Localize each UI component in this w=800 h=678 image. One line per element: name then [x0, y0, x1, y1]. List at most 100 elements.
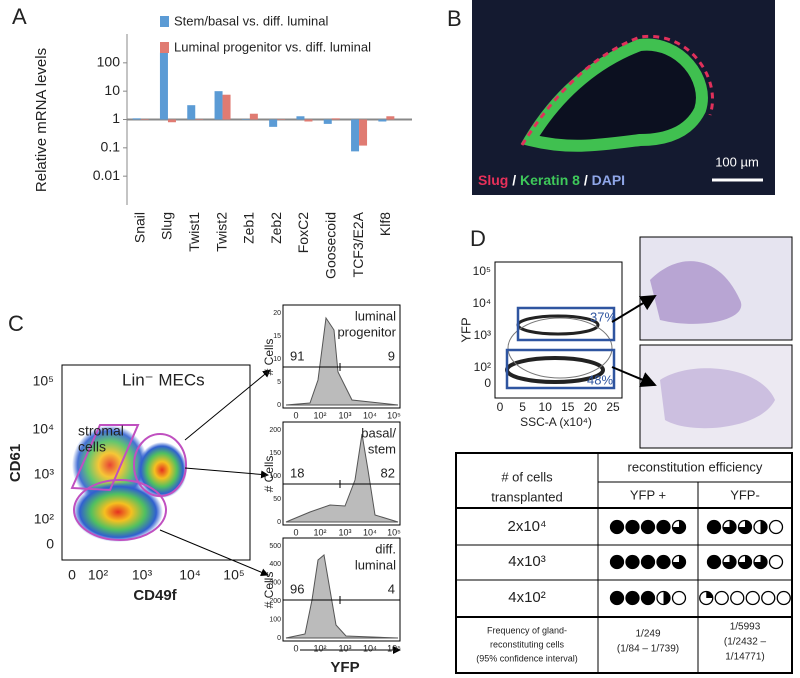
cell: reconstituting cells — [490, 639, 565, 649]
histogram — [285, 433, 399, 523]
y-tick-label: 1 — [112, 110, 120, 126]
histogram-frame — [282, 421, 401, 526]
x-tick-label: 10³ — [132, 567, 153, 583]
bar — [386, 116, 395, 120]
header-cell: reconstitution efficiency — [628, 459, 763, 474]
flow-plot: 37% 48% YFP SSC-A (x10⁴) — [458, 236, 793, 449]
gland — [650, 261, 742, 324]
stain-legend: Slug / Keratin 8 / DAPI — [478, 172, 625, 188]
y-tick-label: 10⁴ — [472, 296, 491, 310]
outcome-icon — [761, 590, 776, 606]
x-tick-label: 5 — [519, 400, 526, 414]
outcome-fill — [706, 591, 713, 598]
percent-label: 18 — [290, 465, 304, 480]
bar — [214, 91, 223, 120]
x-tick-label: 10³ — [338, 410, 351, 420]
outcome-fill — [672, 555, 686, 569]
x-tick-label: 15 — [561, 400, 575, 414]
x-tick-label: Zeb2 — [268, 212, 284, 244]
annotation: stromal — [78, 423, 124, 439]
bar — [351, 119, 360, 152]
x-tick-label: 10³ — [338, 527, 351, 537]
tissue — [660, 368, 775, 429]
outcome-fill — [723, 520, 736, 534]
x-tick-label: Klf8 — [377, 212, 393, 236]
stain-label: DAPI — [592, 172, 625, 188]
cell: Frequency of gland- — [487, 625, 567, 635]
outcome-fill — [760, 520, 768, 534]
separator: / — [508, 172, 520, 188]
x-tick-label: 10⁵ — [387, 410, 401, 420]
x-tick-label: 10 — [539, 400, 553, 414]
flow-plot: Lin⁻ MECs stromal cells CD61 CD49f — [7, 364, 271, 604]
annotation: cells — [78, 439, 106, 455]
gate — [70, 424, 140, 492]
outcome-fill — [641, 591, 655, 605]
outcome-icon — [768, 519, 784, 535]
legend-swatch — [160, 16, 169, 27]
percent-label: 82 — [381, 465, 395, 480]
legend-label: Stem/basal vs. diff. luminal — [174, 13, 328, 28]
y-tick-label: 10³ — [474, 328, 491, 342]
y-tick-label: 0 — [46, 536, 54, 552]
outcome-icon — [768, 554, 784, 570]
y-tick-label: 100 — [269, 616, 281, 623]
arrow — [611, 294, 657, 323]
outcome-fill — [663, 591, 670, 605]
x-tick-label: TCF3/E2A — [350, 211, 366, 277]
x-tick-label: Slug — [159, 212, 175, 240]
row-label: 4x10³ — [508, 553, 546, 570]
bar — [304, 119, 313, 122]
x-tick-label: 20 — [584, 400, 598, 414]
cell: 1/14771) — [725, 652, 764, 663]
bar — [331, 118, 340, 120]
histogram — [285, 316, 399, 406]
y-tick-label: 300 — [269, 580, 281, 587]
x-tick-label: 10³ — [338, 643, 351, 653]
row-label: 2x10⁴ — [508, 518, 547, 535]
percent-label: 4 — [388, 581, 395, 596]
x-tick-label: 10⁵ — [223, 567, 244, 583]
population — [507, 317, 613, 379]
outcome-icon — [776, 590, 791, 606]
panel-label: A — [12, 4, 27, 29]
y-tick-label: 10 — [273, 356, 281, 363]
bar — [269, 119, 278, 127]
histogram-frame — [282, 304, 401, 409]
y-tick-label: 150 — [269, 450, 281, 457]
y-tick-label: 10² — [474, 360, 491, 374]
x-tick-label: 10⁴ — [179, 567, 201, 583]
cell: (1/2432 – — [724, 637, 767, 648]
legend-swatch — [160, 42, 169, 53]
x-tick-label: 0 — [293, 643, 298, 653]
y-tick-label: 0.1 — [101, 139, 121, 155]
population-label: luminal — [355, 557, 396, 572]
outcome-fill — [641, 520, 655, 534]
population-label: stem — [368, 441, 396, 456]
y-tick-label: 10² — [34, 511, 55, 527]
y-tick-label: 400 — [269, 561, 281, 568]
x-axis-label: YFP — [330, 659, 359, 676]
outcome-fill — [672, 520, 686, 534]
x-tick-label: 0 — [68, 567, 76, 583]
x-tick-label: 10² — [313, 527, 326, 537]
outcome-fill — [754, 555, 768, 569]
x-tick-label: Twist1 — [186, 212, 202, 252]
x-tick-label: 10² — [313, 643, 326, 653]
outcome-fill — [626, 591, 639, 605]
x-tick-label: 10⁵ — [387, 527, 401, 537]
outcome-fill — [610, 555, 624, 569]
y-tick-label: 0 — [277, 519, 281, 526]
y-axis-label: # Cells — [262, 572, 276, 609]
outcome-fill — [657, 555, 670, 569]
x-axis-label: CD49f — [133, 587, 177, 604]
bar — [323, 119, 332, 124]
x-tick-label: FoxC2 — [295, 212, 311, 253]
x-tick-label: 25 — [606, 400, 620, 414]
outcome-icon — [671, 590, 687, 606]
outcome-fill — [626, 555, 639, 569]
y-tick-label: 50 — [273, 496, 281, 503]
y-tick-label: 200 — [269, 427, 281, 434]
x-tick-label: 10² — [313, 410, 326, 420]
